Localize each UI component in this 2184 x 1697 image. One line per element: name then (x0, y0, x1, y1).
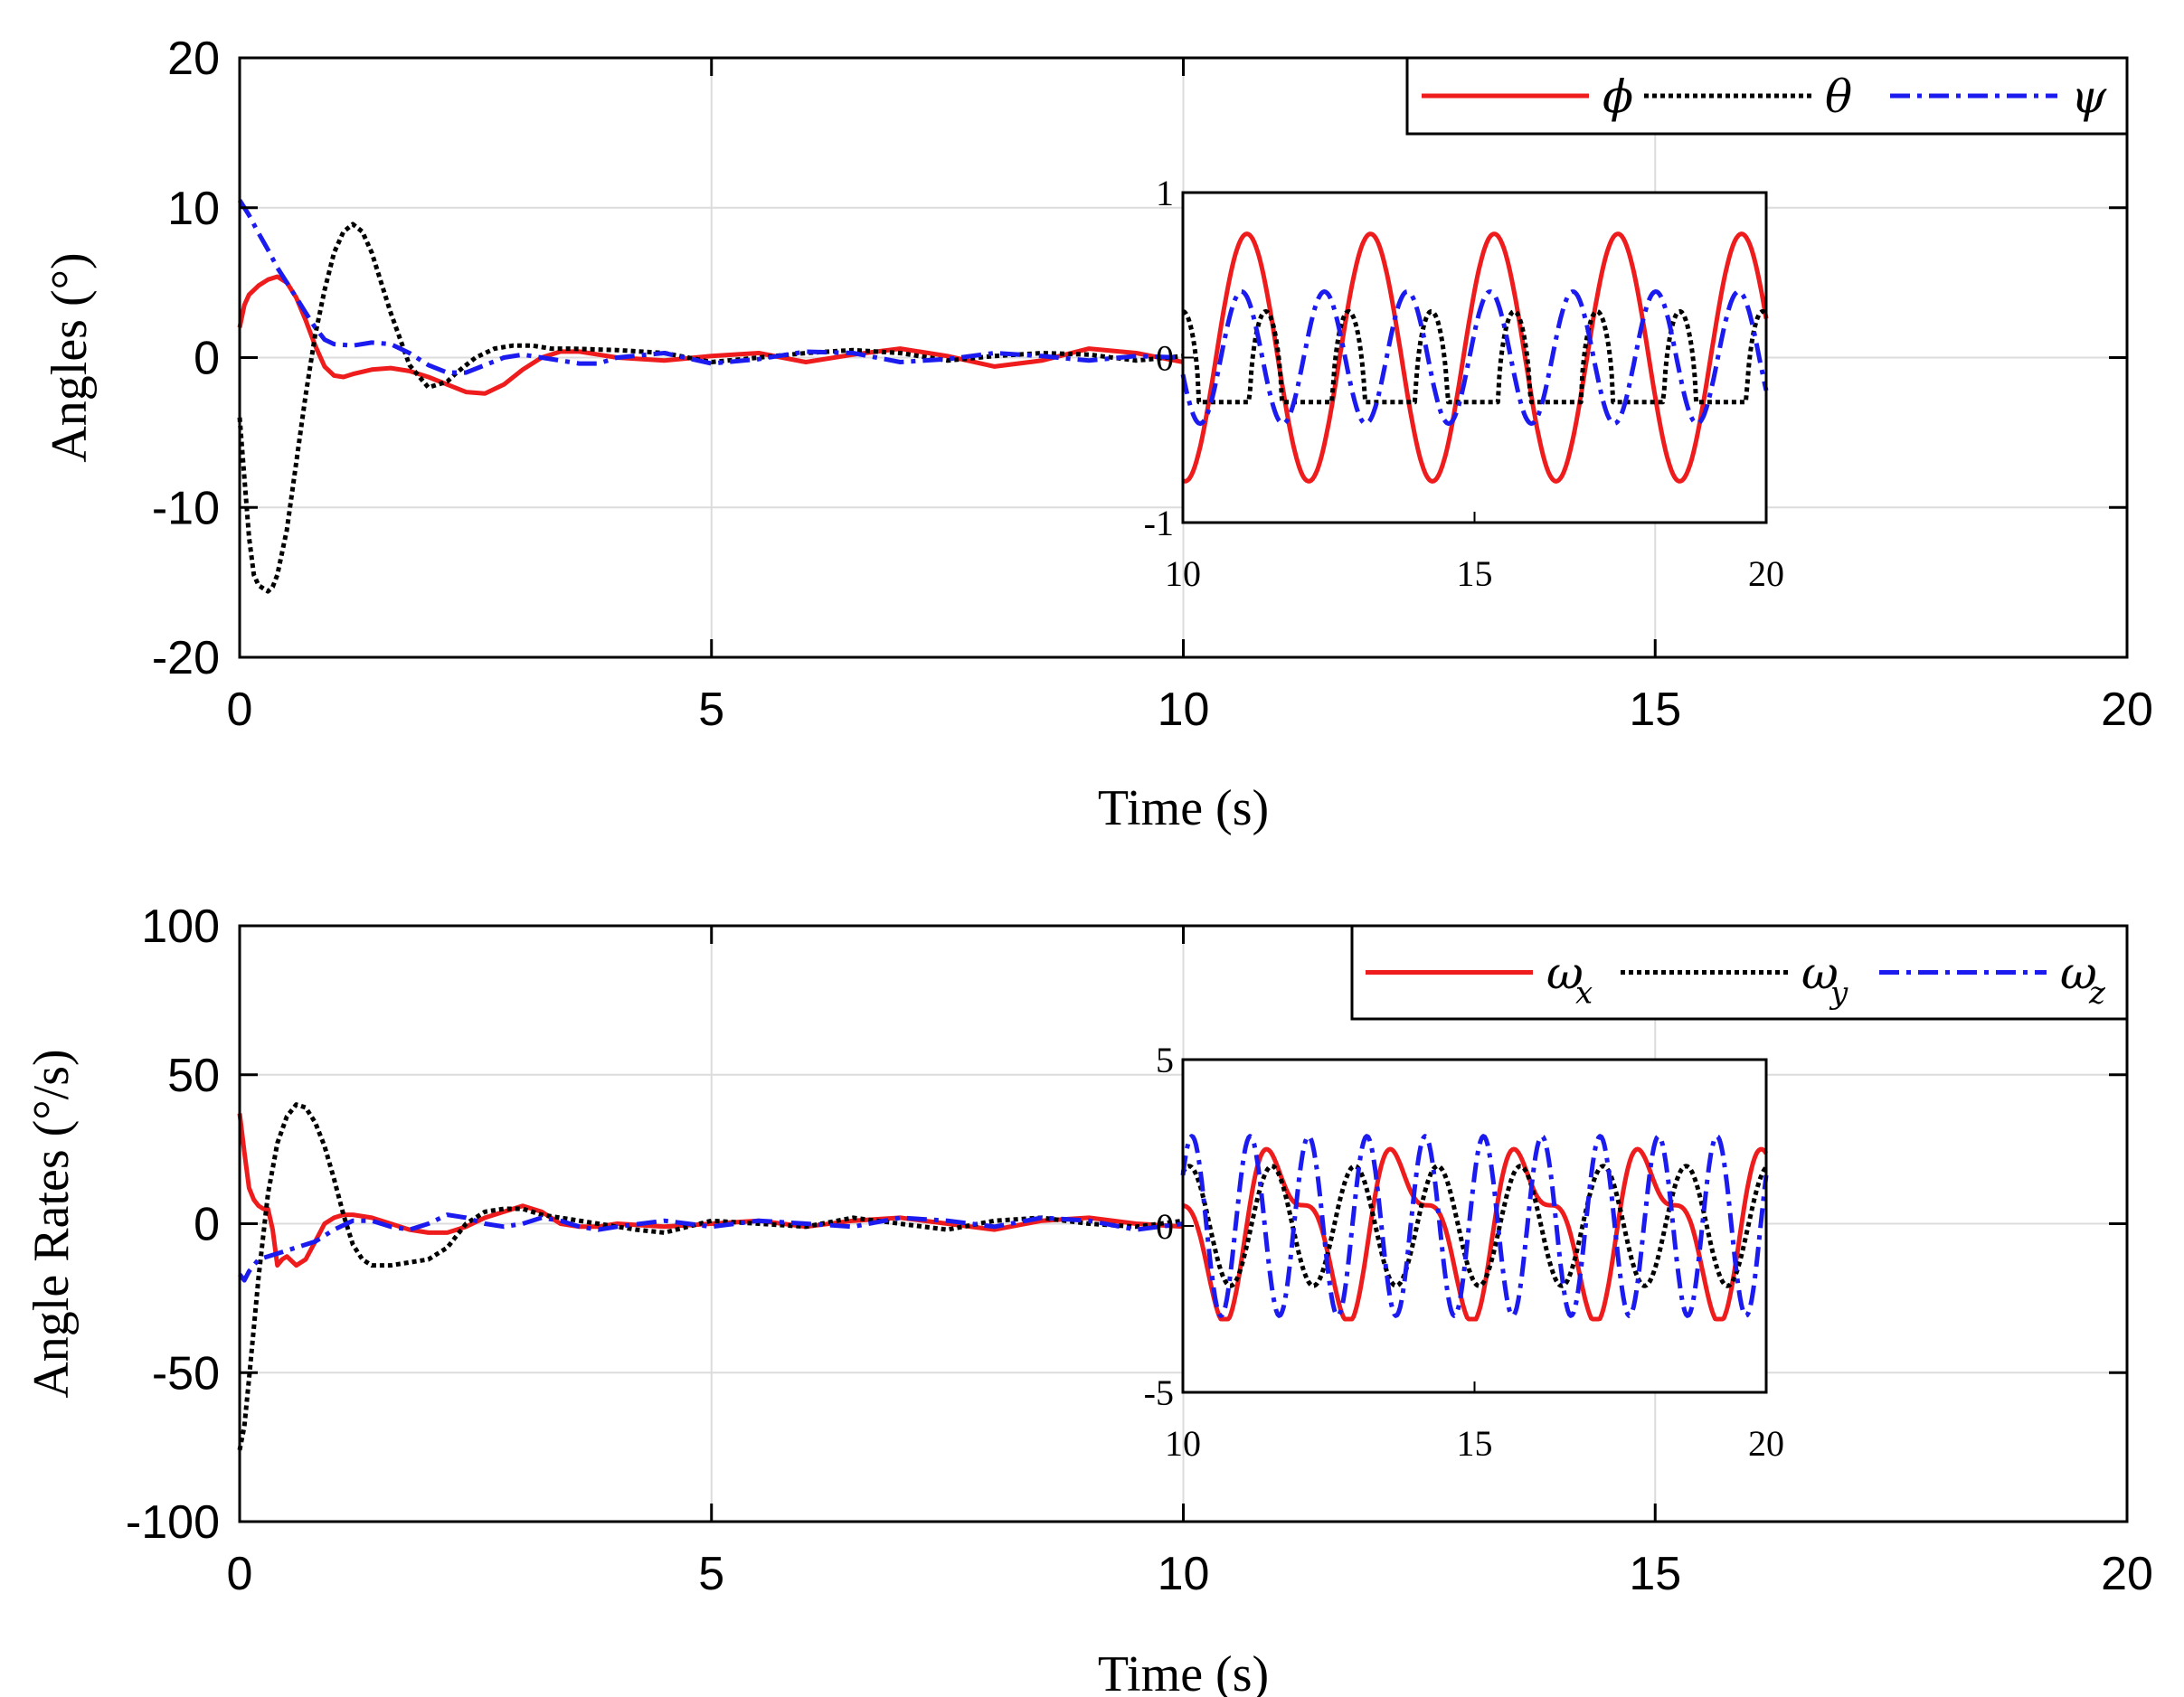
x-tick-label: 20 (2101, 1548, 2153, 1600)
y-tick-label: -100 (126, 1496, 220, 1549)
inset-y-tick-label: 0 (1156, 1206, 1174, 1247)
inset-x-tick-label: 20 (1748, 553, 1784, 594)
inset-series-line-1-2 (1180, 1134, 1769, 1318)
x-axis-label: Time (s) (1098, 1646, 1269, 1697)
x-axis-label: Time (s) (1098, 780, 1269, 836)
x-tick-label: 5 (698, 684, 724, 736)
y-axis-label: Angles (°) (42, 252, 98, 462)
inset-x-tick-label: 10 (1165, 553, 1201, 594)
x-tick-label: 15 (1629, 1548, 1681, 1600)
series-line-1-0 (237, 1113, 1184, 1268)
x-tick-label: 10 (1158, 1548, 1210, 1600)
y-tick-label: 100 (141, 900, 220, 953)
inset-y-tick-label: 1 (1156, 173, 1174, 213)
legend-label-1: θ (1825, 71, 1852, 123)
y-axis-label: Angle Rates (°/s) (24, 1049, 80, 1398)
x-tick-label: 0 (227, 1548, 253, 1600)
series-line-0-2 (237, 199, 1184, 375)
inset-y-tick-label: 5 (1156, 1040, 1174, 1080)
inset-x-tick-label: 15 (1457, 1423, 1493, 1464)
y-tick-label: 0 (194, 1199, 220, 1251)
inset-y-tick-label: 0 (1156, 338, 1174, 379)
inset-series-line-0-0 (1181, 231, 1769, 484)
y-tick-label: 20 (167, 33, 220, 85)
legend-label-1: ω (1801, 947, 1839, 1000)
x-tick-label: 5 (698, 1548, 724, 1600)
legend-label-2: ω (2060, 947, 2097, 1000)
inset-series-line-0-2 (1180, 289, 1769, 426)
x-tick-label: 10 (1158, 684, 1210, 736)
legend-label-0: ω (1546, 947, 1584, 1000)
y-tick-label: 50 (167, 1050, 220, 1102)
inset-series-line-1-1 (1180, 1164, 1768, 1288)
x-tick-label: 0 (227, 684, 253, 736)
series-line-1-2 (238, 1212, 1184, 1283)
y-tick-label: -10 (152, 482, 220, 534)
series-line-1-1 (237, 1102, 1184, 1451)
inset-series-line-0-1 (1182, 308, 1769, 405)
series-line-0-1 (237, 222, 1184, 594)
legend-label-0: ϕ (1603, 71, 1633, 123)
y-tick-label: -20 (152, 632, 220, 684)
y-tick-label: 0 (194, 333, 220, 385)
inset-x-tick-label: 20 (1748, 1423, 1784, 1464)
x-tick-label: 15 (1629, 684, 1681, 736)
legend-subscript-2: z (2088, 976, 2106, 1012)
legend-label-2: ψ (2071, 71, 2107, 123)
inset-background (1183, 1060, 1766, 1392)
inset-x-tick-label: 10 (1165, 1423, 1201, 1464)
legend-subscript-0: x (1575, 976, 1593, 1012)
legend-subscript-1: y (1829, 976, 1848, 1012)
inset-y-tick-label: -1 (1144, 503, 1174, 543)
inset-x-tick-label: 15 (1457, 553, 1493, 594)
y-tick-label: 10 (167, 183, 220, 235)
x-tick-label: 20 (2101, 684, 2153, 736)
y-tick-label: -50 (152, 1347, 220, 1400)
inset-y-tick-label: -5 (1144, 1372, 1174, 1413)
